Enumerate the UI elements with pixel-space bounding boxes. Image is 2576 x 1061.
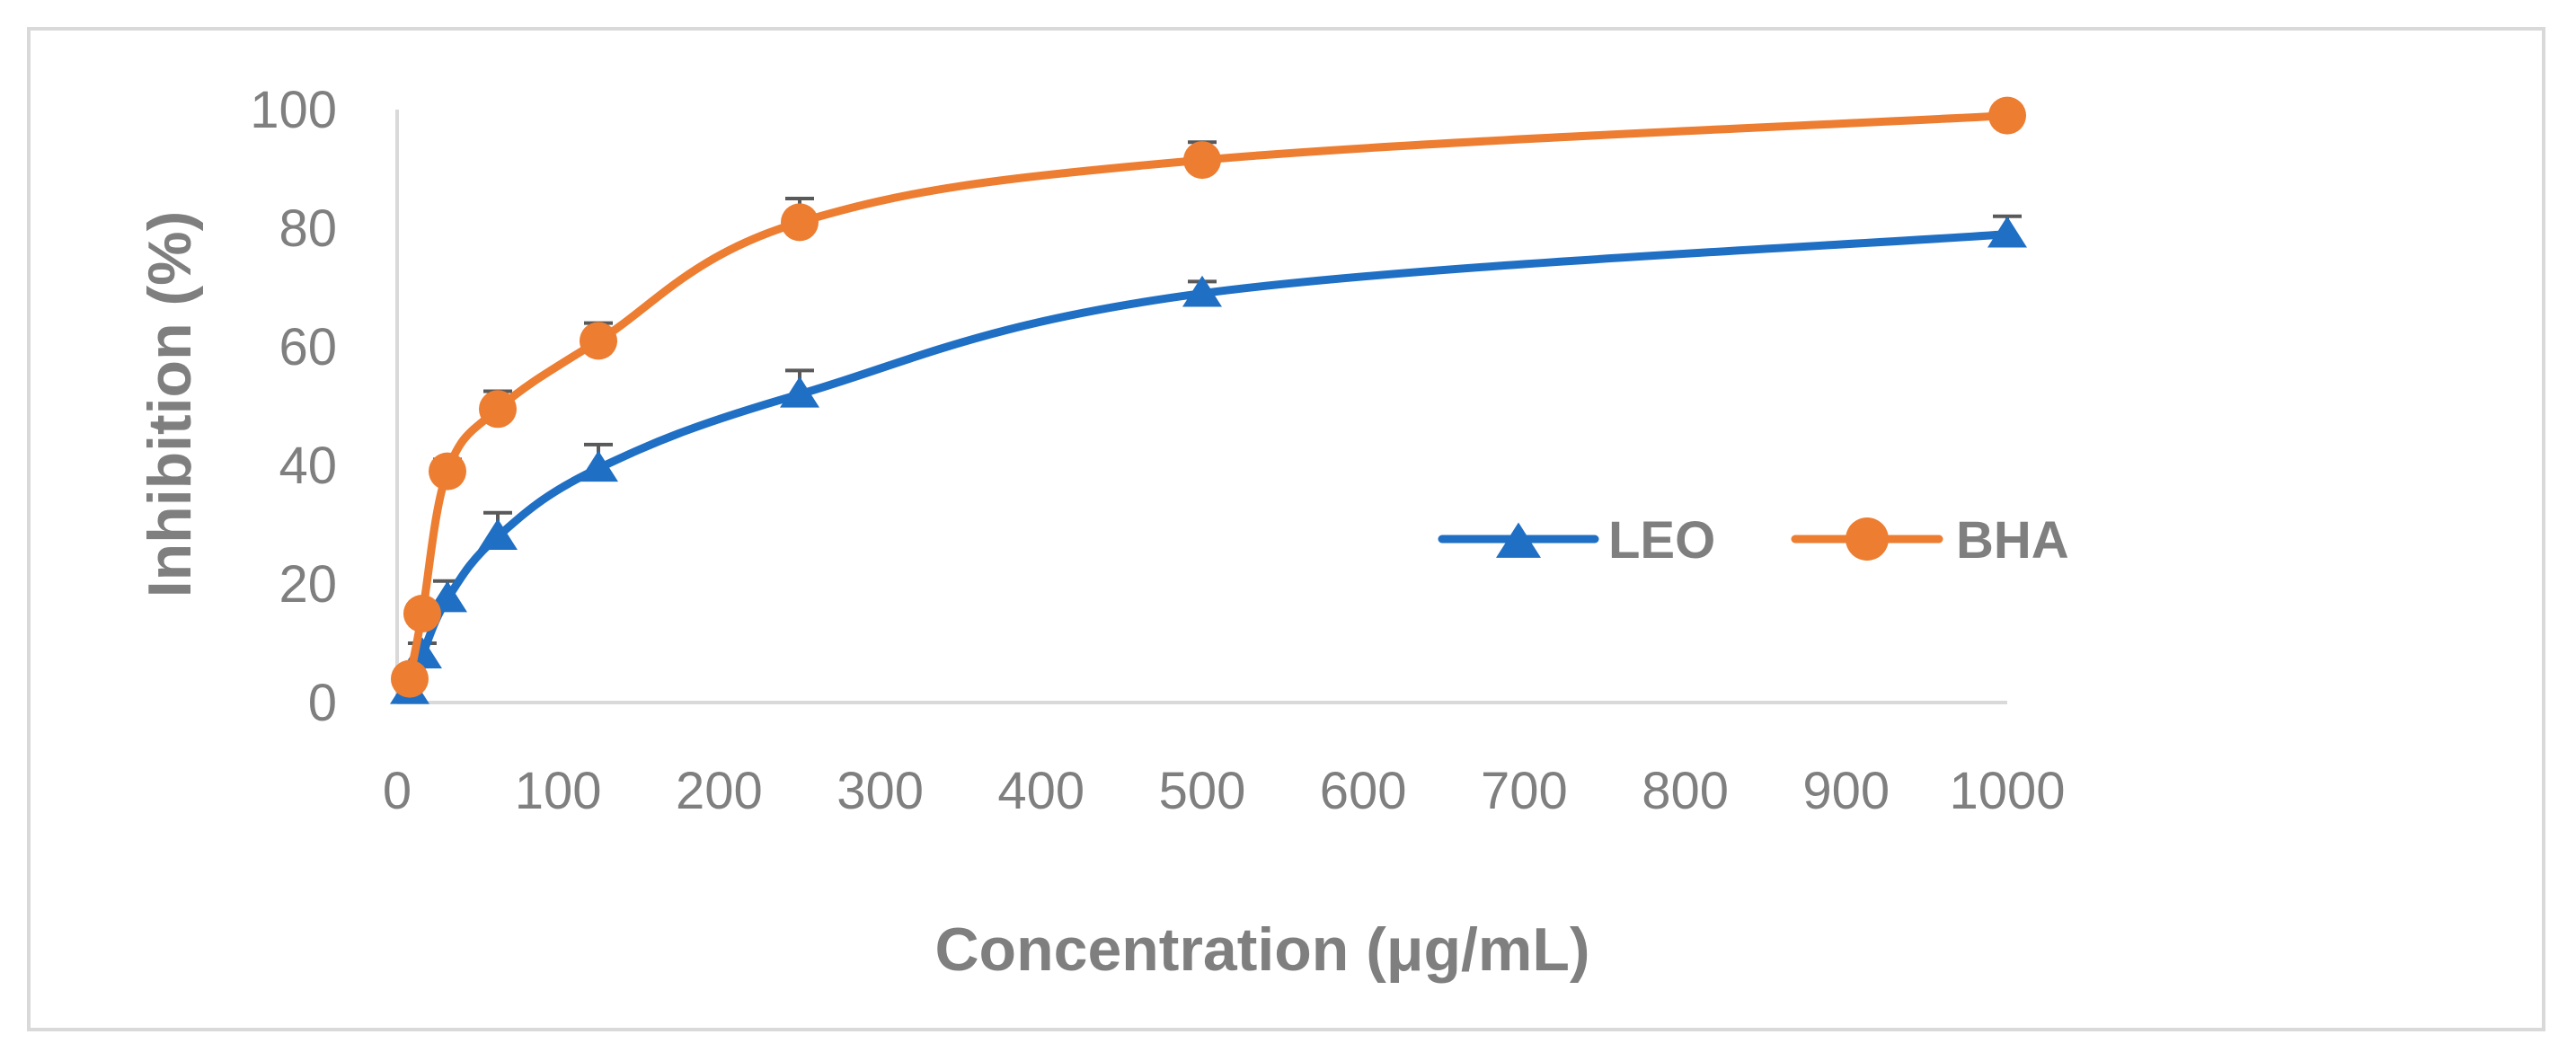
x-tick-label: 0: [383, 762, 412, 820]
marker-bha: [429, 452, 466, 491]
marker-bha: [390, 659, 429, 698]
y-tick-label: 80: [279, 199, 337, 258]
x-tick-labels: 0 100 200 300 400 500 600 700 800 900 1000: [383, 762, 2066, 820]
marker-bha: [781, 203, 819, 242]
series-bha: [390, 96, 2026, 698]
x-tick-label: 200: [676, 762, 763, 820]
y-axis-title: Inhibition (%): [136, 211, 204, 598]
x-tick-label: 400: [997, 762, 1084, 820]
marker-leo: [1182, 275, 1222, 307]
legend-label-bha: BHA: [1956, 511, 2069, 570]
y-tick-labels: 0 20 40 60 80 100: [250, 81, 337, 732]
marker-bha: [479, 390, 517, 429]
marker-bha: [1988, 96, 2026, 135]
legend-marker-leo: [1496, 522, 1541, 558]
marker-leo: [780, 376, 819, 408]
series-line-bha: [405, 111, 2012, 684]
x-tick-label: 500: [1159, 762, 1246, 820]
x-tick-label: 800: [1642, 762, 1729, 820]
x-tick-label: 100: [515, 762, 602, 820]
x-tick-label: 700: [1481, 762, 1568, 820]
x-tick-label: 600: [1320, 762, 1407, 820]
x-tick-label: 900: [1802, 762, 1890, 820]
series-leo: [389, 214, 2027, 704]
x-axis-title: Concentration (μg/mL): [934, 915, 1589, 984]
y-tick-label: 40: [279, 437, 337, 495]
marker-leo: [1987, 216, 2027, 248]
x-tick-label: 1000: [1949, 762, 2065, 820]
marker-leo: [478, 518, 518, 551]
legend: LEO BHA: [1438, 511, 2069, 570]
legend-label-leo: LEO: [1608, 511, 1715, 570]
y-tick-label: 100: [250, 81, 337, 139]
axes: [395, 110, 2007, 704]
marker-bha: [580, 322, 617, 360]
series-layer: [389, 96, 2027, 704]
y-tick-label: 0: [308, 674, 337, 732]
marker-bha: [403, 595, 441, 632]
y-tick-label: 20: [279, 555, 337, 614]
x-tick-label: 300: [837, 762, 924, 820]
marker-leo: [579, 450, 618, 482]
marker-bha: [1183, 141, 1221, 180]
legend-marker-bha: [1846, 517, 1889, 561]
y-tick-label: 60: [279, 318, 337, 376]
chart-frame: [27, 27, 2545, 1031]
